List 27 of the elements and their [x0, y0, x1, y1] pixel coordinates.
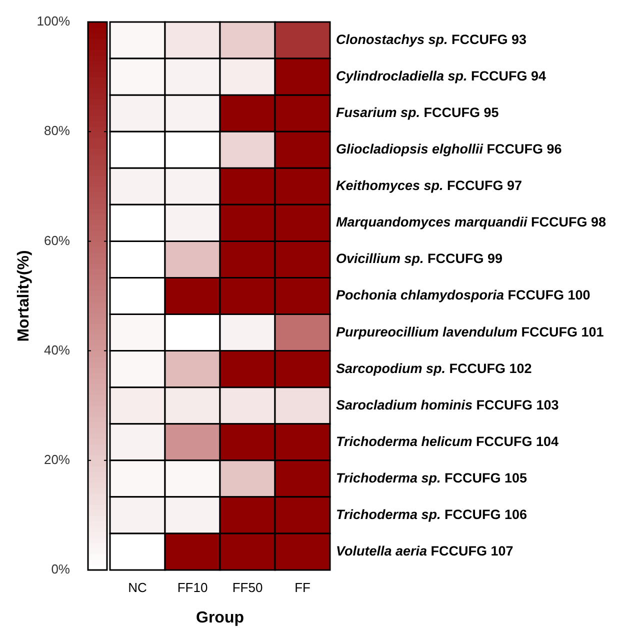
x-axis-title: Group [196, 609, 244, 626]
color-bar-label: 0% [51, 562, 70, 577]
y-tick-label: Gliocladiopsis elghollii FCCUFG 96 [336, 142, 562, 157]
y-tick-label: Trichoderma helicum FCCUFG 104 [336, 434, 560, 449]
y-tick-label: Cylindrocladiella sp. FCCUFG 94 [336, 68, 547, 84]
y-tick-label: Keithomyces sp. FCCUFG 97 [336, 178, 522, 194]
color-bar-title: Mortality(%) [15, 250, 32, 342]
y-tick-label: Pochonia chlamydosporia FCCUFG 100 [336, 288, 590, 303]
color-bar-label: 60% [44, 232, 70, 248]
x-tick-label: FF [294, 580, 310, 596]
y-tick-label: Trichoderma sp. FCCUFG 106 [336, 506, 528, 522]
x-tick-label: FF10 [177, 580, 208, 596]
color-bar-label: 100% [36, 14, 70, 29]
color-bar-label: 80% [44, 123, 70, 138]
y-tick-label: Sarcopodium sp. FCCUFG 102 [336, 360, 532, 376]
x-tick-label: NC [128, 580, 147, 596]
color-bar-label: 20% [44, 452, 70, 467]
y-tick-label: Purpureocillium lavendulum FCCUFG 101 [336, 324, 604, 340]
y-tick-label: Trichoderma sp. FCCUFG 105 [336, 470, 528, 486]
y-tick-label: Marquandomyces marquandii FCCUFG 98 [336, 214, 607, 230]
y-tick-label: Fusarium sp. FCCUFG 95 [336, 105, 500, 120]
color-bar-label: 40% [44, 342, 70, 358]
y-tick-label: Volutella aeria FCCUFG 107 [336, 543, 514, 558]
y-tick-label: Sarocladium hominis FCCUFG 103 [336, 397, 560, 412]
y-tick-label: Clonostachys sp. FCCUFG 93 [336, 32, 528, 47]
x-tick-label: FF50 [232, 580, 263, 596]
y-tick-label: Ovicillium sp. FCCUFG 99 [336, 251, 503, 266]
